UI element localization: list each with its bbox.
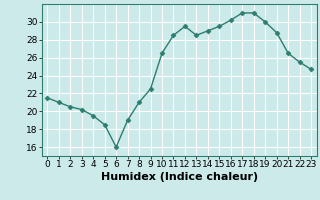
X-axis label: Humidex (Indice chaleur): Humidex (Indice chaleur): [100, 172, 258, 182]
